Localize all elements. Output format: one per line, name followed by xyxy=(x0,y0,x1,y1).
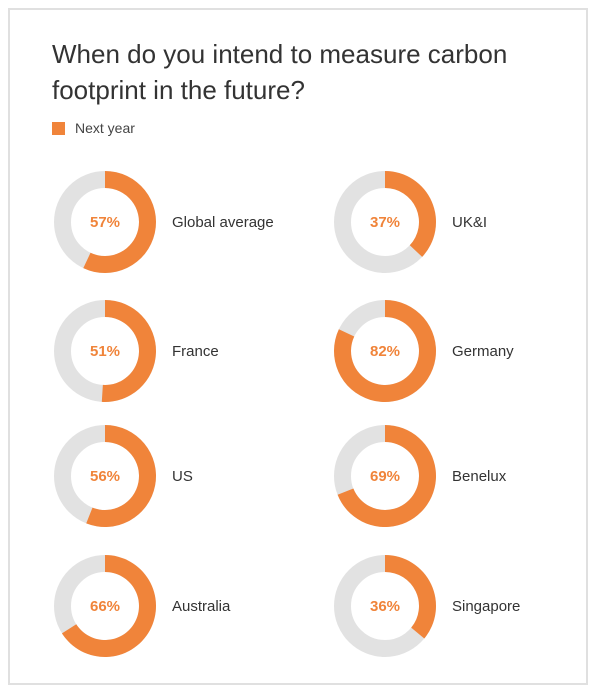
donut-category-label: US xyxy=(172,467,193,485)
donut-slice xyxy=(101,300,157,402)
donut-item: 82% Germany xyxy=(332,298,514,404)
donut-value-label: 69% xyxy=(370,468,400,485)
donut-chart: 56% xyxy=(54,425,156,527)
donut-category-label: Germany xyxy=(452,342,514,360)
donut-value-label: 51% xyxy=(90,343,120,360)
donut-item: 57% Global average xyxy=(52,169,274,275)
donut-chart: 57% xyxy=(54,171,156,273)
legend-label: Next year xyxy=(75,120,135,136)
donut-item: 66% Australia xyxy=(52,553,230,659)
donut-value-label: 37% xyxy=(370,214,400,231)
donut-category-label: Benelux xyxy=(452,467,507,485)
donut-chart: 37% xyxy=(334,171,436,273)
donut-slice xyxy=(86,425,156,527)
donut-category-label: France xyxy=(172,342,219,360)
donut-item: 56% US xyxy=(52,423,193,529)
donut-category-label: UK&I xyxy=(452,213,488,231)
donut-value-label: 56% xyxy=(90,468,120,485)
donut-value-label: 66% xyxy=(90,598,120,615)
donut-value-label: 36% xyxy=(370,598,400,615)
donut-chart: 66% xyxy=(54,555,156,657)
donut-item: 36% Singapore xyxy=(332,553,520,659)
donut-item: 51% France xyxy=(52,298,219,404)
donut-slice xyxy=(337,425,436,527)
donut-category-label: Singapore xyxy=(452,597,521,615)
chart-title: When do you intend to measure carbon foo… xyxy=(52,39,508,105)
donut-chart: 51% xyxy=(54,300,157,402)
donut-category-label: Australia xyxy=(172,597,231,615)
donut-item: 69% Benelux xyxy=(332,423,506,529)
donut-slice xyxy=(385,171,436,257)
donut-chart: 69% xyxy=(334,425,436,527)
legend-swatch xyxy=(52,121,65,135)
donut-slice xyxy=(61,555,156,657)
legend: Next year xyxy=(52,120,135,136)
donut-chart: 82% xyxy=(334,300,436,402)
donut-slice xyxy=(83,171,156,273)
donut-value-label: 82% xyxy=(370,343,400,360)
donut-chart: 36% xyxy=(334,555,436,657)
donut-category-label: Global average xyxy=(172,213,274,231)
chart-card: When do you intend to measure carbon foo… xyxy=(8,8,588,685)
donut-slice xyxy=(334,300,436,402)
donut-value-label: 57% xyxy=(90,214,120,231)
donut-item: 37% UK&I xyxy=(332,169,487,275)
donut-slice xyxy=(385,555,436,639)
